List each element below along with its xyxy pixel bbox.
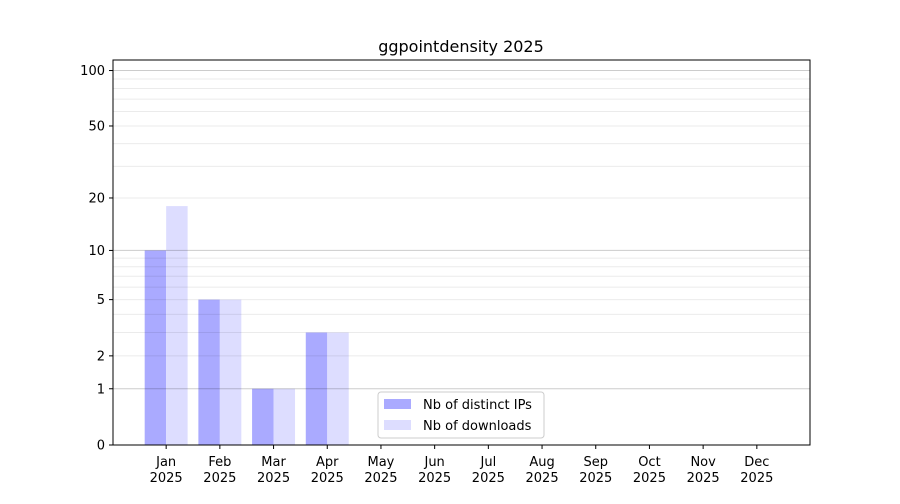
bar-ips bbox=[252, 388, 274, 445]
legend-label: Nb of downloads bbox=[423, 419, 532, 434]
y-tick-label: 100 bbox=[80, 64, 105, 79]
legend-label: Nb of distinct IPs bbox=[423, 398, 532, 413]
bar-downloads bbox=[273, 388, 296, 445]
x-tick-label: Jun bbox=[423, 455, 444, 470]
plot-frame bbox=[112, 59, 811, 446]
x-tick-label: Nov bbox=[690, 455, 716, 470]
x-tick-label: 2025 bbox=[472, 471, 505, 486]
x-tick-label: 2025 bbox=[311, 471, 344, 486]
x-tick-label: Apr bbox=[316, 455, 339, 470]
y-tick-label: 50 bbox=[88, 119, 105, 134]
x-tick-label: 2025 bbox=[150, 471, 183, 486]
x-tick-label: Feb bbox=[208, 455, 231, 470]
x-tick-label: Dec bbox=[744, 455, 769, 470]
y-tick-label: 1 bbox=[97, 382, 105, 397]
x-tick-label: 2025 bbox=[364, 471, 397, 486]
y-tick-label: 2 bbox=[97, 349, 105, 364]
x-tick-label: Jan bbox=[155, 455, 176, 470]
chart-title: ggpointdensity 2025 bbox=[378, 37, 544, 56]
x-tick-label: 2025 bbox=[257, 471, 290, 486]
x-tick-label: Mar bbox=[261, 455, 286, 470]
y-tick-label: 5 bbox=[97, 293, 105, 308]
legend-swatch bbox=[384, 399, 411, 409]
x-tick-label: Oct bbox=[638, 455, 660, 470]
y-tick-label: 0 bbox=[97, 439, 105, 454]
bar-downloads bbox=[166, 206, 188, 445]
x-tick-label: Sep bbox=[583, 455, 608, 470]
x-tick-label: 2025 bbox=[418, 471, 451, 486]
bar-ips bbox=[198, 299, 220, 445]
x-tick-label: 2025 bbox=[687, 471, 720, 486]
x-tick-label: Aug bbox=[529, 455, 554, 470]
x-tick-label: 2025 bbox=[203, 471, 236, 486]
x-tick-label: 2025 bbox=[633, 471, 666, 486]
x-tick-label: 2025 bbox=[526, 471, 559, 486]
y-tick-label: 20 bbox=[88, 191, 105, 206]
x-tick-label: Jul bbox=[480, 455, 497, 470]
x-tick-label: 2025 bbox=[579, 471, 612, 486]
legend-box bbox=[377, 391, 545, 439]
bar-downloads bbox=[327, 332, 349, 445]
bar-ips bbox=[144, 250, 167, 445]
x-tick-label: May bbox=[368, 455, 395, 470]
x-tick-label: 2025 bbox=[740, 471, 773, 486]
legend: Nb of distinct IPs Nb of downloads bbox=[377, 391, 545, 439]
bar-ips bbox=[305, 332, 328, 445]
bar-downloads bbox=[219, 299, 242, 445]
legend-swatch bbox=[384, 420, 411, 430]
y-tick-label: 10 bbox=[88, 244, 105, 259]
